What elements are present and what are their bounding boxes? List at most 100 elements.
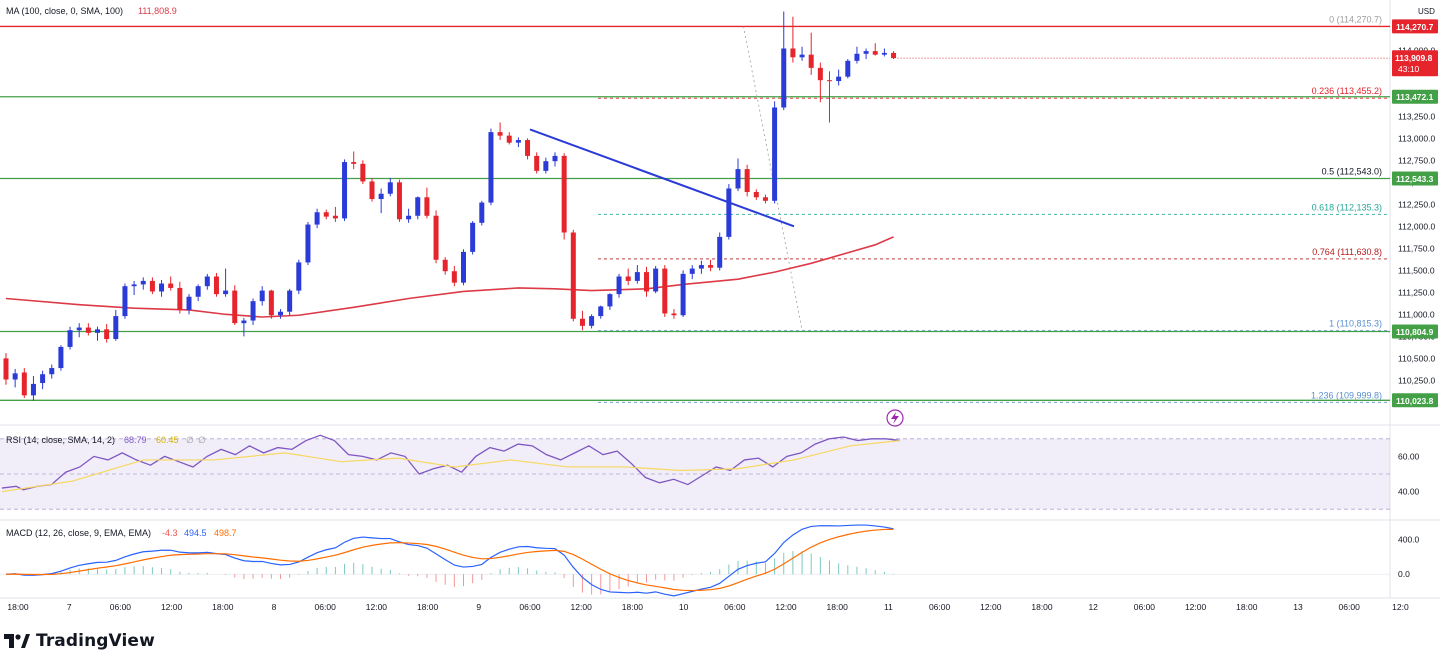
candle-body [195, 286, 201, 297]
candle-body [369, 181, 375, 200]
candle-body [21, 372, 27, 396]
candle-body [168, 283, 174, 288]
candle-body [515, 140, 521, 143]
ma-legend-value: 111,808.9 [138, 6, 177, 16]
candle-body [213, 276, 219, 295]
time-axis-label: 18:00 [1031, 602, 1053, 612]
candle-body [415, 197, 421, 216]
candle-body [351, 162, 357, 164]
time-axis-label: 06:00 [315, 602, 337, 612]
tradingview-logo-icon [4, 634, 30, 648]
candle-body [863, 51, 869, 54]
last-price-tag [1392, 50, 1438, 77]
candle-body [470, 222, 476, 252]
candle-body [451, 271, 457, 283]
candle-body [799, 54, 805, 58]
rsi-ma-line [1, 439, 901, 493]
macd-tick-label: 400.0 [1398, 534, 1420, 544]
time-axis-label: 06:00 [1339, 602, 1361, 612]
candle-body [204, 276, 210, 287]
candle-body [104, 329, 110, 340]
candle-body [3, 358, 9, 380]
candle-body [433, 215, 439, 260]
candle-body [85, 327, 91, 333]
candle-body [442, 259, 448, 272]
candle-body [223, 290, 229, 295]
candle-body [113, 316, 119, 340]
price-unit-label: USD [1418, 7, 1435, 16]
horizontal-level-tag [1392, 19, 1438, 34]
brand-name: TradingView [36, 631, 155, 651]
fib-level-label: 0.236 (113,455.2) [1312, 86, 1382, 96]
candle-body [644, 272, 649, 292]
candle-body [278, 311, 283, 316]
macd-legend-label: MACD (12, 26, close, 9, EMA, EMA) [6, 528, 151, 538]
horizontal-level-tag-label: 110,023.8 [1396, 396, 1434, 406]
candle-body [488, 132, 494, 203]
time-axis-label: 12:00 [775, 602, 797, 612]
horizontal-level-tag-label: 112,543.3 [1396, 174, 1434, 184]
candle-body [854, 53, 860, 61]
candle-body [845, 60, 851, 77]
horizontal-level-tag [1392, 324, 1438, 339]
candle-body [479, 202, 485, 223]
moving-average-line [5, 236, 894, 318]
time-axis-label: 18:00 [212, 602, 234, 612]
price-tick-label: 111,250.0 [1398, 287, 1435, 297]
lightning-bolt-icon[interactable] [886, 409, 904, 427]
candle-body [259, 290, 265, 302]
time-axis-label: 12:00 [161, 602, 183, 612]
candle-body [67, 330, 73, 347]
time-axis-label: 06:00 [110, 602, 132, 612]
candle-body [387, 182, 393, 194]
candle-body [342, 162, 348, 219]
horizontal-level-tag-label: 110,804.9 [1396, 327, 1434, 337]
candle-body [250, 301, 256, 321]
time-axis-label: 12:00 [366, 602, 388, 612]
macd-histogram-value: -4.3 [162, 528, 178, 538]
time-axis-label: 10 [679, 602, 689, 612]
price-tick-label: 110,250.0 [1398, 375, 1435, 385]
rsi-tick-label: 60.00 [1398, 451, 1420, 461]
price-tick-label: 113,250.0 [1398, 111, 1435, 121]
candle-body [662, 268, 668, 314]
time-axis-label: 12:00 [571, 602, 593, 612]
time-axis-label: 18:00 [827, 602, 849, 612]
time-axis-label: 7 [67, 602, 72, 612]
time-axis-label: 18:00 [1236, 602, 1258, 612]
candle-body [817, 67, 823, 81]
fib-level-label: 0.764 (111,630.8) [1312, 247, 1382, 257]
trendline[interactable] [529, 128, 795, 228]
candle-body [305, 224, 311, 263]
time-axis-label: 13 [1293, 602, 1303, 612]
candle-body [616, 276, 622, 295]
price-tick-label: 112,000.0 [1398, 221, 1435, 231]
candle-body [708, 265, 714, 268]
candle-body [497, 132, 503, 136]
fib-level-label: 1 (110,815.3) [1329, 319, 1382, 329]
candle-body [790, 48, 796, 58]
time-axis-label: 12:0 [1392, 602, 1409, 612]
candle-body [159, 283, 165, 292]
rsi-legend-label: RSI (14, close, SMA, 14, 2) [6, 435, 115, 445]
candle-body [543, 161, 549, 171]
rsi-legend-value: 68.79 [124, 435, 147, 445]
price-tick-label: 112,250.0 [1398, 199, 1435, 209]
price-tick-label: 111,000.0 [1398, 309, 1435, 319]
candle-body [241, 320, 247, 324]
candle-body [680, 273, 686, 316]
rsi-legend-extra: ∅ [198, 435, 206, 445]
time-axis-label: 06:00 [724, 602, 746, 612]
tradingview-logo: TradingView [4, 630, 155, 652]
macd-tick-label: 0.0 [1398, 569, 1410, 579]
candle-body [525, 140, 531, 156]
candle-body [461, 251, 466, 283]
candle-body [49, 368, 55, 375]
macd-signal-line [5, 528, 894, 592]
candle-body [232, 290, 238, 324]
candle-body [579, 318, 585, 326]
rsi-tick-label: 40.00 [1398, 487, 1420, 497]
time-axis-label: 11 [884, 602, 893, 612]
candle-body [287, 290, 293, 312]
